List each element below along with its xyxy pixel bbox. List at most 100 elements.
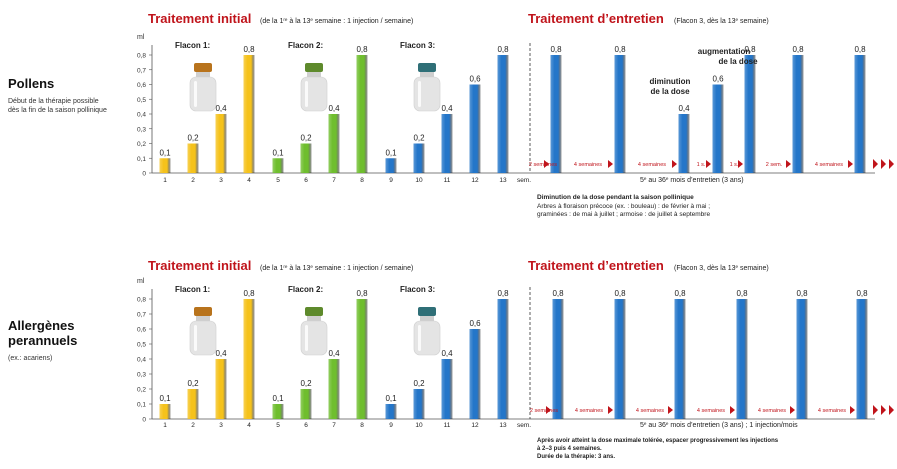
x-tick-label: 13 — [499, 177, 507, 184]
maint-axis-label-pollens: 5e au 36e mois d’entretien (3 ans) — [640, 176, 744, 185]
flacon-label-2: Flacon 2: — [288, 41, 323, 50]
x-tick-label: 10 — [415, 177, 423, 184]
bar-week-2 — [187, 389, 199, 419]
bar-week-1 — [159, 158, 171, 173]
y-tick-label: 0,5 — [137, 97, 146, 104]
maint-bar-value-label: 0,8 — [792, 45, 804, 54]
bar-value-label: 0,8 — [243, 289, 255, 298]
bar-value-label: 0,6 — [469, 75, 481, 84]
y-tick-label: 0,1 — [137, 402, 146, 409]
bar-week-4 — [243, 55, 255, 173]
y-tick-label: 0,2 — [137, 141, 146, 148]
bar-week-6 — [300, 143, 312, 173]
interval-arrow-icon — [608, 406, 613, 414]
bar-value-label: 0,8 — [356, 45, 368, 54]
interval-arrow-icon — [608, 160, 613, 168]
x-tick-label: 8 — [360, 422, 364, 429]
continue-arrow-icon — [881, 159, 886, 169]
maint-bar-value-label: 0,8 — [614, 289, 626, 298]
x-tick-label: 11 — [444, 177, 451, 184]
vial-flacon-1-icon — [189, 307, 217, 356]
flacon-label-1: Flacon 1: — [175, 41, 210, 50]
sem-label: sem. — [517, 177, 531, 184]
flacon-label-1: Flacon 1: — [175, 285, 210, 294]
interval-arrow-icon — [546, 406, 551, 414]
x-tick-label: 7 — [332, 422, 336, 429]
initial-subtitle-perannuels: (de la 1re à la 13e semaine : 1 injectio… — [260, 264, 413, 273]
vial-flacon-3-icon-cap — [418, 307, 436, 316]
vial-flacon-3-icon — [413, 63, 441, 112]
vial-flacon-1-icon-neck — [196, 72, 210, 77]
vial-flacon-2-icon-neck — [307, 316, 321, 321]
maint-bar-value-label: 0,4 — [678, 104, 690, 113]
maint-bar-value-label: 0,8 — [550, 45, 562, 54]
vial-flacon-3-icon-body — [413, 320, 441, 356]
interval-label: 2 sem. — [766, 162, 783, 168]
y-tick-label: 0,1 — [137, 156, 146, 163]
continue-arrow-icon — [881, 405, 886, 415]
y-tick-label: 0,2 — [137, 387, 146, 394]
vial-flacon-2-icon-neck — [307, 72, 321, 77]
vial-flacon-2-icon-glint — [305, 325, 308, 351]
y-axis-label: ml — [137, 278, 145, 285]
continue-arrow-icon — [873, 405, 878, 415]
bar-week-6 — [300, 389, 312, 419]
maint-bar-value-label: 0,8 — [736, 289, 748, 298]
x-tick-label: 5 — [276, 177, 280, 184]
x-tick-label: 6 — [304, 422, 308, 429]
maint-title-pollens: Traitement d’entretien — [528, 11, 664, 26]
x-tick-label: 13 — [499, 422, 507, 429]
maint-title-perannuels: Traitement d’entretien — [528, 258, 664, 273]
interval-label: 1 s. — [697, 162, 706, 168]
x-tick-label: 8 — [360, 177, 364, 184]
interval-arrow-icon — [706, 160, 711, 168]
maint-bar-value-label: 0,8 — [796, 289, 808, 298]
x-tick-label: 4 — [247, 422, 251, 429]
interval-label: 4 semaines — [758, 408, 786, 414]
bar-week-2 — [187, 143, 199, 173]
flacon-label-3: Flacon 3: — [400, 41, 435, 50]
maint-bar-5 — [744, 55, 756, 173]
sem-label: sem. — [517, 422, 531, 429]
bar-week-13 — [497, 299, 509, 419]
bar-week-8 — [356, 55, 368, 173]
chart-pollens: Traitement initial (de la 1re à la 13e se… — [137, 11, 894, 185]
vial-flacon-3-icon-neck — [420, 72, 434, 77]
vial-flacon-2-icon-body — [300, 76, 328, 112]
bar-value-label: 0,1 — [385, 148, 397, 157]
maint-axis-label-perannuels: 5e au 36e mois d’entretien (3 ans) ; 1 i… — [640, 421, 798, 430]
side-label-perannuels: Allergènes perannuels (ex.: acariens) — [8, 318, 128, 363]
bar-week-3 — [215, 359, 227, 419]
vial-flacon-1-icon-cap — [194, 307, 212, 316]
y-tick-label: 0,4 — [137, 112, 146, 119]
bar-value-label: 0,8 — [497, 45, 509, 54]
maint-bar-5 — [796, 299, 808, 419]
interval-label: 2 semaines — [529, 162, 557, 168]
maint-bar-3 — [678, 114, 690, 173]
maint-bar-value-label: 0,8 — [854, 45, 866, 54]
maint-subtitle-pollens: (Flacon 3, dès la 13e semaine) — [674, 17, 769, 26]
x-tick-label: 1 — [163, 422, 167, 429]
bar-value-label: 0,4 — [328, 104, 340, 113]
bar-value-label: 0,1 — [385, 394, 397, 403]
note-perannuels-line-1: Après avoir atteint la dose maximale tol… — [537, 438, 779, 444]
x-tick-label: 2 — [191, 177, 195, 184]
interval-label: 4 semaines — [638, 162, 666, 168]
side-subtitle-pollens: Début de la thérapie possible dès la fin… — [8, 98, 107, 114]
y-tick-label: 0,8 — [137, 53, 146, 60]
interval-label: 2 semaines — [530, 408, 558, 414]
bar-week-5 — [272, 404, 284, 419]
bar-week-13 — [497, 55, 509, 173]
interval-arrow-icon — [848, 160, 853, 168]
bar-value-label: 0,4 — [215, 349, 227, 358]
bar-week-11 — [441, 359, 453, 419]
interval-label: 4 semaines — [697, 408, 725, 414]
bar-value-label: 0,4 — [441, 104, 453, 113]
bar-value-label: 0,2 — [413, 379, 425, 388]
continue-arrow-icon — [873, 159, 878, 169]
bar-week-5 — [272, 158, 284, 173]
y-axis-label: ml — [137, 34, 145, 41]
bar-value-label: 0,8 — [497, 289, 509, 298]
initial-subtitle-pollens: (de la 1re à la 13e semaine : 1 injectio… — [260, 17, 413, 26]
interval-arrow-icon — [790, 406, 795, 414]
